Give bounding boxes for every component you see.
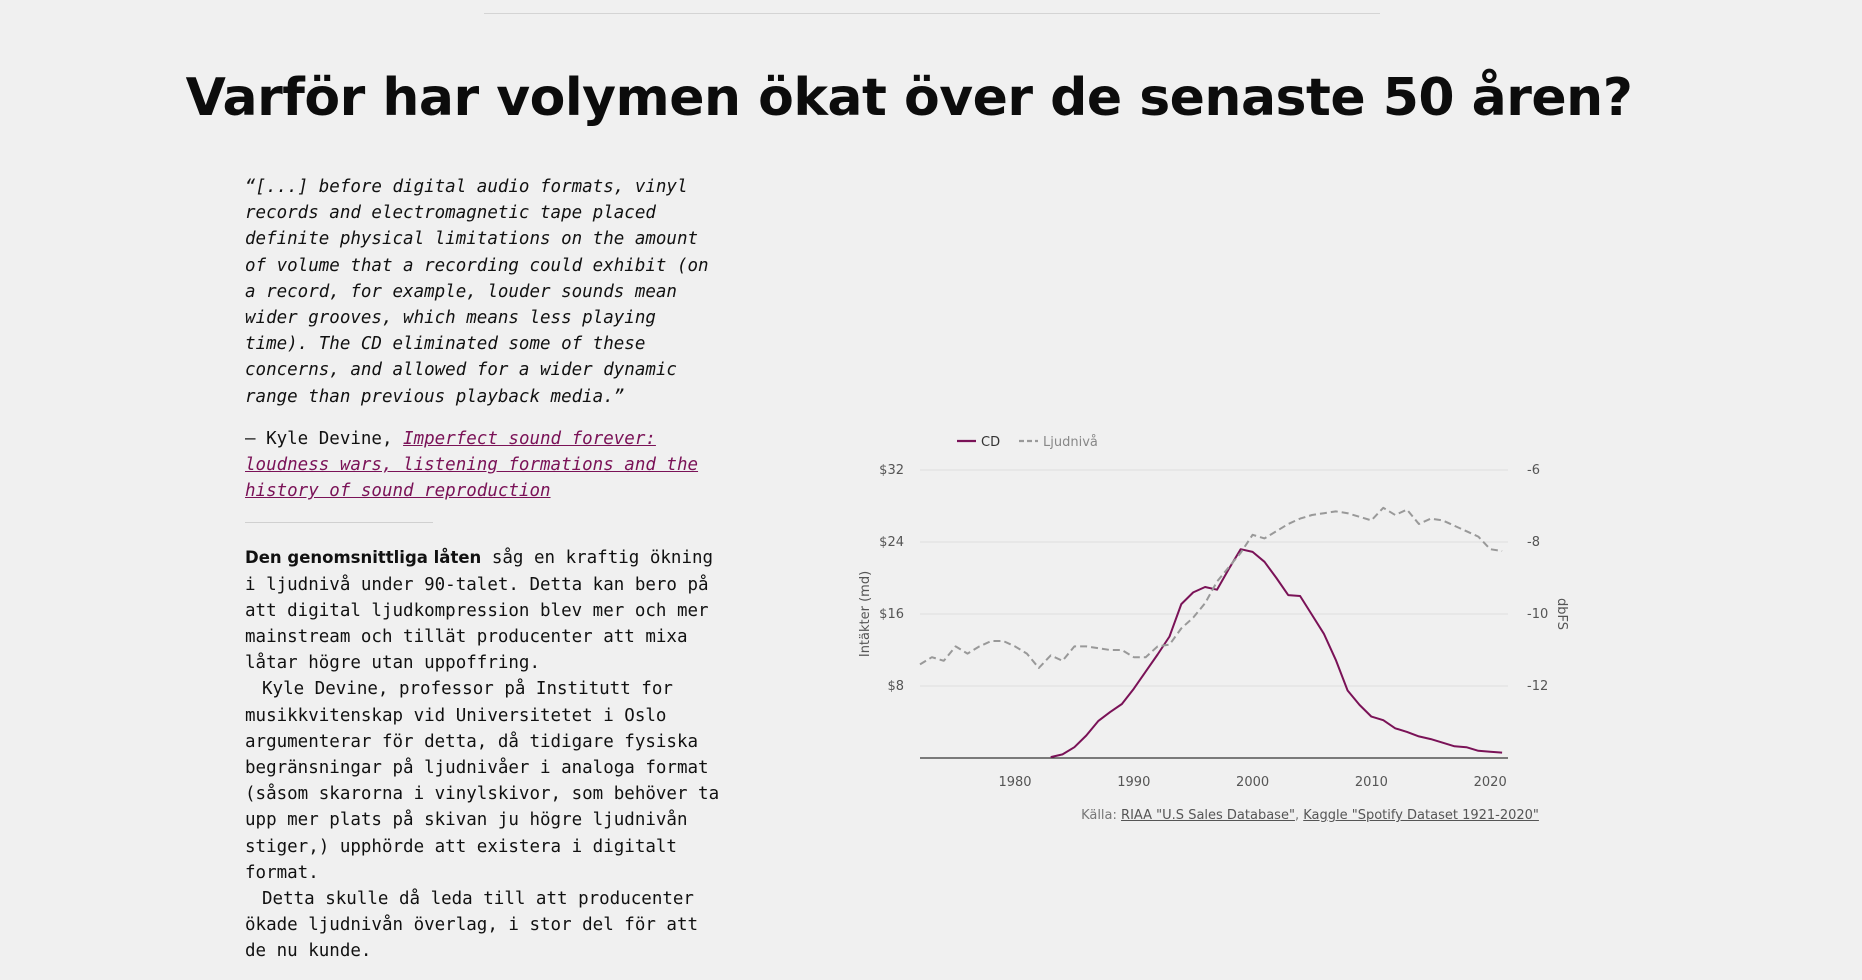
lead-text: Den genomsnittliga låten: [245, 548, 482, 568]
paragraph-2: Kyle Devine, professor på Institutt for …: [245, 679, 720, 883]
source-separator: ,: [1294, 808, 1304, 823]
cd-vs-loudness-chart: $8 $16 $24 $32 -12 -10 -8 -6 1980 1990 2000 2010 202…: [858, 435, 1569, 790]
top-divider: [484, 13, 1380, 14]
legend-label: Ljudnivå: [1043, 435, 1098, 450]
y-tick-label: $32: [879, 463, 904, 478]
text-column: “[...] before digital audio formats, vin…: [245, 174, 720, 965]
chart-source: Källa: RIAA "U.S Sales Database", Kaggle…: [920, 808, 1700, 823]
x-tick-label: 2020: [1474, 775, 1507, 790]
attribution-prefix: — Kyle Devine,: [245, 428, 404, 449]
source-link-riaa[interactable]: RIAA "U.S Sales Database": [1121, 808, 1295, 823]
y-tick-label: $16: [879, 607, 904, 622]
y2-tick-label: -12: [1527, 679, 1548, 694]
x-tick-label: 1990: [1117, 775, 1150, 790]
legend-label: CD: [981, 435, 1000, 450]
y-tick-label: $24: [879, 535, 904, 550]
quote-attribution: — Kyle Devine, Imperfect sound forever: …: [245, 426, 720, 505]
section-divider: [245, 522, 433, 524]
x-tick-label: 2000: [1236, 775, 1269, 790]
y2-tick-label: -8: [1527, 535, 1540, 550]
x-tick-label: 1980: [998, 775, 1031, 790]
body-text: Den genomsnittliga låten såg en kraftig …: [245, 545, 720, 964]
paragraph-1: Den genomsnittliga låten såg en kraftig …: [245, 545, 720, 676]
series-line-cd: [1050, 548, 1503, 759]
y2-tick-label: -10: [1527, 607, 1548, 622]
series-line-loudness: [919, 506, 1503, 669]
block-quote: “[...] before digital audio formats, vin…: [245, 177, 709, 407]
paragraph-3: Detta skulle då leda till att producente…: [245, 889, 699, 962]
x-tick-label: 2010: [1355, 775, 1388, 790]
y-tick-label: $8: [887, 679, 904, 694]
source-title-link[interactable]: Imperfect sound forever: loudness wars, …: [245, 428, 699, 502]
y2-axis-title: dbFS: [1554, 598, 1569, 630]
paragraph-1-rest: såg en kraftig ökning i ljudnivå under 9…: [245, 548, 714, 674]
y-axis-title: Intäkter (md): [858, 571, 873, 657]
page-title: Varför har volymen ökat över de senaste …: [185, 68, 1633, 128]
y2-tick-label: -6: [1527, 463, 1540, 478]
source-prefix: Källa:: [1081, 808, 1122, 823]
source-link-kaggle[interactable]: Kaggle "Spotify Dataset 1921-2020": [1303, 808, 1539, 823]
